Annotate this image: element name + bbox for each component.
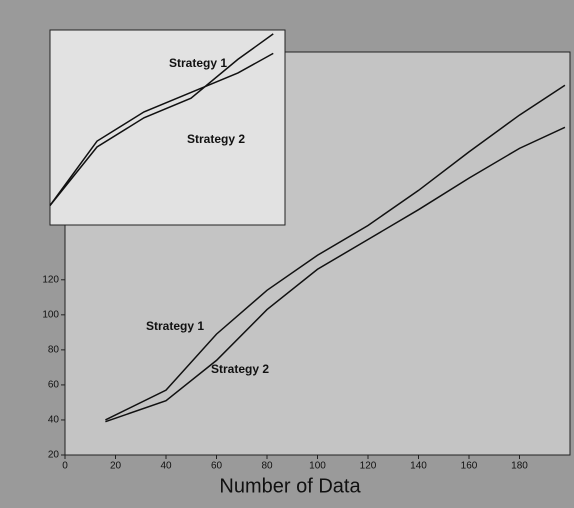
x-axis-label: Number of Data [219, 475, 361, 497]
series-label: Strategy 2 [187, 132, 245, 146]
y-tick-label: 20 [48, 450, 60, 461]
series-label: Strategy 1 [146, 319, 204, 333]
x-tick-label: 80 [261, 461, 273, 472]
y-tick-label: 100 [42, 309, 59, 320]
x-tick-label: 160 [461, 461, 478, 472]
series-label: Strategy 1 [169, 56, 227, 70]
y-tick-label: 60 [48, 380, 60, 391]
x-tick-label: 180 [511, 461, 528, 472]
x-tick-label: 120 [360, 461, 377, 472]
x-tick-label: 0 [62, 461, 68, 472]
y-tick-label: 80 [48, 345, 60, 356]
series-line [49, 52, 274, 206]
series-line [105, 84, 566, 421]
series-line [105, 126, 566, 423]
series-line [49, 33, 274, 206]
x-tick-label: 20 [110, 461, 122, 472]
x-tick-label: 140 [410, 461, 427, 472]
y-tick-label: 40 [48, 415, 60, 426]
x-tick-label: 40 [160, 461, 172, 472]
series-label: Strategy 2 [211, 362, 269, 376]
inset-plot-area [49, 29, 286, 226]
x-tick-label: 100 [309, 461, 326, 472]
x-tick-label: 60 [211, 461, 223, 472]
y-tick-label: 120 [42, 274, 59, 285]
